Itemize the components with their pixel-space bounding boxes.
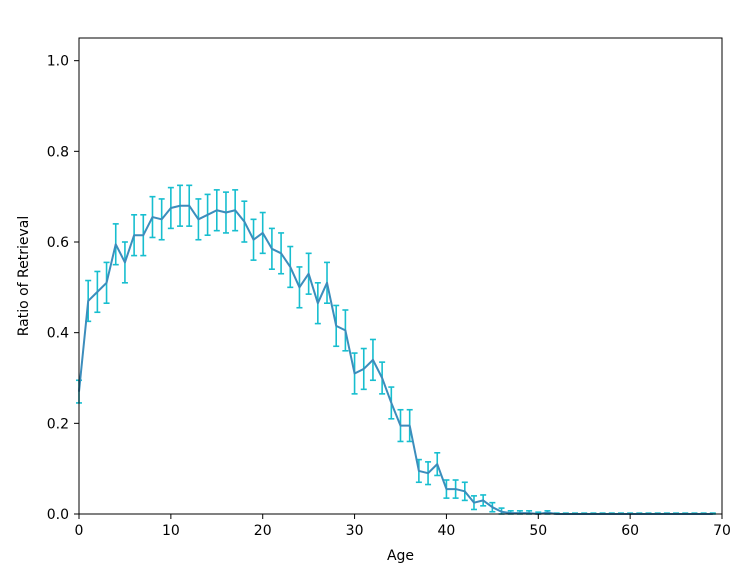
error-bars [76, 184, 716, 515]
x-tick-label: 70 [713, 523, 731, 539]
x-tick-label: 10 [162, 523, 180, 539]
x-tick-label: 40 [438, 523, 456, 539]
x-axis-label: Age [387, 548, 414, 564]
x-tick-label: 20 [254, 523, 272, 539]
plot-area-frame [78, 37, 723, 515]
y-tick-label: 0.8 [47, 144, 69, 160]
x-tick-label: 0 [75, 523, 84, 539]
y-axis-ticks: 0.0 0.2 0.4 0.6 0.8 1.0 [47, 54, 79, 523]
x-tick-label: 50 [529, 523, 547, 539]
x-axis-ticks: 0 10 20 30 40 50 60 70 [75, 514, 731, 539]
series-line-group [78, 204, 713, 515]
y-axis-label: Ratio of Retrieval [16, 216, 32, 337]
y-tick-label: 1.0 [47, 54, 69, 70]
x-tick-label: 30 [346, 523, 364, 539]
x-tick-label: 60 [621, 523, 639, 539]
y-tick-label: 0.6 [47, 235, 69, 251]
y-tick-label: 0.4 [47, 326, 69, 342]
y-tick-label: 0.2 [47, 416, 69, 432]
y-tick-label: 0.0 [47, 507, 69, 523]
series-line [78, 204, 713, 515]
